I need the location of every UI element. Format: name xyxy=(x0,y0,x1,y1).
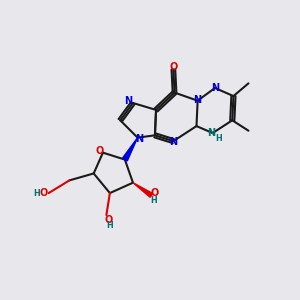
Text: N: N xyxy=(124,96,132,106)
Text: O: O xyxy=(151,188,159,198)
Text: O: O xyxy=(39,188,48,198)
Text: N: N xyxy=(135,134,143,144)
Text: N: N xyxy=(194,94,202,104)
Text: N: N xyxy=(169,137,177,147)
Text: H: H xyxy=(150,196,157,205)
Polygon shape xyxy=(122,138,138,161)
Text: N: N xyxy=(211,83,219,93)
Text: H: H xyxy=(216,134,223,143)
Polygon shape xyxy=(133,183,153,197)
Text: O: O xyxy=(95,146,104,157)
Text: H: H xyxy=(106,221,113,230)
Text: N: N xyxy=(207,128,215,138)
Text: O: O xyxy=(169,62,178,72)
Text: O: O xyxy=(104,214,112,225)
Text: H: H xyxy=(33,189,40,198)
